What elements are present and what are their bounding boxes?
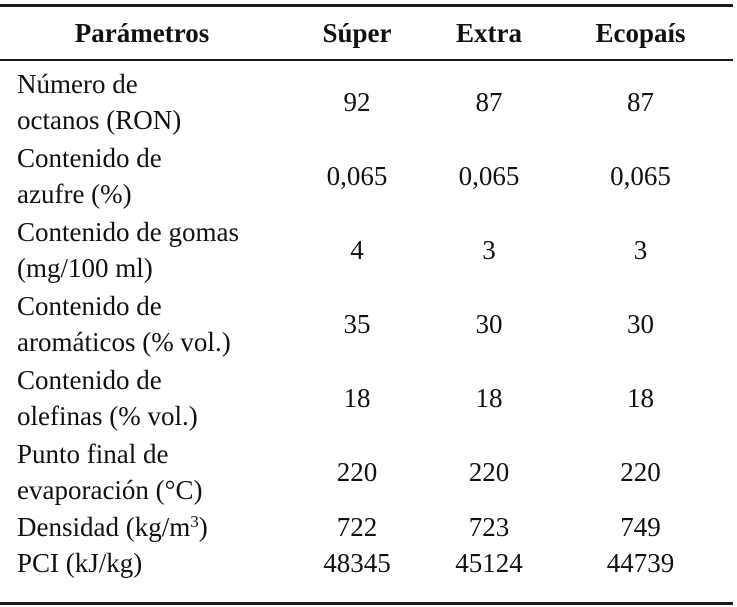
cell-ecopais: 87: [627, 87, 654, 117]
header-extra: Extra: [456, 17, 522, 48]
cell-ecopais: 30: [627, 309, 654, 339]
header-rule: [0, 59, 733, 61]
fuel-parameters-table: Parámetros Súper Extra Ecopaís Número de…: [0, 7, 733, 581]
header-parametros: Parámetros: [74, 17, 210, 48]
cell-super: 722: [336, 512, 378, 542]
cell-extra: 3: [482, 235, 496, 265]
table-row: Contenido de olefinas (% vol.) 18 18 18: [0, 361, 733, 435]
cell-extra: 45124: [455, 548, 523, 578]
cell-extra: 0,065: [458, 161, 520, 191]
row-label: Contenido de olefinas (% vol.): [17, 365, 198, 431]
table-row: Densidad (kg/m3) 722 723 749: [0, 509, 733, 545]
cell-super: 220: [336, 457, 378, 487]
cell-super: 92: [343, 87, 371, 117]
cell-ecopais: 3: [633, 235, 648, 265]
top-rule: [0, 4, 733, 7]
row-label: Punto final de evaporación (°C): [17, 439, 203, 505]
cell-super: 18: [343, 383, 371, 413]
cell-ecopais: 44739: [606, 548, 675, 578]
row-label: Contenido de azufre (%): [17, 143, 162, 209]
row-label: Contenido de gomas (mg/100 ml): [17, 217, 239, 283]
cell-super: 0,065: [326, 161, 388, 191]
cell-extra: 723: [468, 512, 510, 542]
cell-extra: 87: [475, 87, 503, 117]
cell-ecopais: 749: [620, 512, 661, 542]
row-label: PCI (kJ/kg): [17, 548, 143, 578]
table-row: PCI (kJ/kg) 48345 45124 44739: [0, 545, 733, 581]
header-super: Súper: [322, 17, 392, 48]
header-row: Parámetros Súper Extra Ecopaís: [0, 7, 733, 59]
header-ecopais: Ecopaís: [595, 17, 686, 48]
table-row: Contenido de aromáticos (% vol.) 35 30 30: [0, 287, 733, 361]
cell-extra: 220: [468, 457, 510, 487]
cell-ecopais: 0,065: [610, 161, 671, 191]
cell-ecopais: 18: [627, 383, 654, 413]
cell-ecopais: 220: [620, 457, 661, 487]
row-label: Contenido de aromáticos (% vol.): [17, 291, 231, 357]
table-row: Contenido de gomas (mg/100 ml) 4 3 3: [0, 213, 733, 287]
cell-super: 35: [343, 309, 371, 339]
bottom-rule: [0, 602, 733, 605]
table-row: Punto final de evaporación (°C) 220 220 2…: [0, 435, 733, 509]
cell-super: 48345: [323, 548, 391, 578]
cell-extra: 30: [475, 309, 503, 339]
table-row: Número de octanos (RON) 92 87 87: [0, 65, 733, 139]
row-label: Densidad (kg/m3): [17, 512, 208, 542]
cell-super: 4: [350, 235, 364, 265]
cell-extra: 18: [475, 383, 503, 413]
table-row: Contenido de azufre (%) 0,065 0,065 0,065: [0, 139, 733, 213]
row-label: Número de octanos (RON): [17, 69, 182, 135]
